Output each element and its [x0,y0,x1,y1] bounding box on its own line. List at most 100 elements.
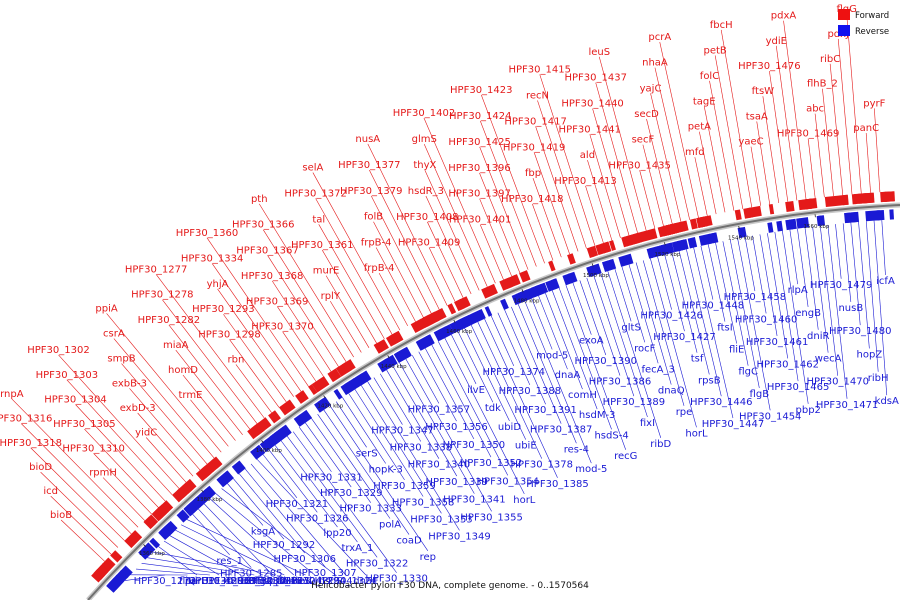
reverse-gene-block [223,470,234,482]
reverse-gene-label: HPF30_1460 [735,314,797,325]
reverse-gene-block [776,220,784,232]
reverse-label-connector [490,315,515,366]
forward-gene-label: HPF30_1437 [564,73,626,84]
reverse-label-connector [418,351,457,422]
forward-label-connector [481,94,545,264]
forward-gene-label: rbn [228,354,245,365]
reverse-gene-label: nusB [838,303,863,314]
reverse-gene-label: HPF30_1446 [690,397,752,408]
reverse-gene-label: ilvE [467,385,485,396]
forward-gene-label: rpmH [89,468,117,479]
reverse-label-connector [600,273,648,418]
reverse-gene-label: HPF30_1359 [373,481,435,492]
forward-label-connector [425,195,472,295]
scale-tick-label: 1460 kbp [446,329,472,335]
reverse-gene-block [119,565,133,579]
reverse-gene-block [293,414,306,427]
forward-gene-label: abc [806,104,824,115]
forward-gene-label: HPF30_1303 [36,370,98,381]
forward-gene-label: panC [853,123,879,134]
forward-gene-block [423,315,433,327]
forward-gene-label: HPF30_1409 [398,238,460,249]
reverse-label-connector [169,535,242,576]
reverse-gene-block [164,520,178,534]
reverse-label-connector [379,373,422,442]
forward-gene-label: frpB-4 [361,237,392,248]
reverse-label-connector [881,220,886,276]
forward-gene-block [341,359,356,373]
reverse-label-connector [767,233,789,359]
forward-label-connector [182,374,236,441]
reverse-label-connector [517,303,577,444]
reverse-gene-label: tdk [485,403,501,414]
reverse-label-connector [360,385,442,514]
reverse-label-connector [707,244,726,322]
reverse-label-connector [700,245,714,300]
reverse-label-connector [722,241,749,366]
reverse-label-connector [464,328,510,421]
forward-gene-label: nhaA [642,58,668,69]
forward-label-connector [40,471,119,548]
reverse-label-connector [292,431,397,573]
forward-label-connector [145,437,187,483]
reverse-gene-label: fixI [640,418,655,429]
forward-gene-block [256,417,272,432]
forward-label-connector [271,280,332,372]
forward-gene-label: HPF30_1278 [131,290,193,301]
forward-label-connector [190,399,229,447]
forward-gene-label: HPF30_1368 [241,271,303,282]
forward-gene-label: HPF30_1361 [291,240,353,251]
reverse-gene-label: HPF30_1470 [806,377,868,388]
forward-gene-label: HPF30_1379 [340,186,402,197]
forward-gene-label: secF [632,135,655,146]
reverse-label-connector [141,563,233,576]
forward-gene-block [841,194,849,206]
forward-label-connector [330,300,362,353]
reverse-gene-block [384,354,398,369]
reverse-gene-label: res_1 [216,556,243,567]
reverse-label-connector [348,393,405,481]
forward-gene-label: glmS [412,134,437,145]
reverse-gene-block [646,248,654,259]
forward-gene-label: HPF30_1377 [338,160,400,171]
scale-ticks: 1360 kbp 1380 kbp 1400 kbp 1420 kbp 1440 kbp… [139,214,830,557]
forward-label-connector [423,117,496,284]
forward-gene-block [665,222,679,236]
forward-label-connector [865,132,871,193]
reverse-label-connector [451,334,477,384]
forward-gene-label: HPF30_1316 [0,414,52,425]
reverse-label-connector [256,459,367,576]
reverse-gene-label: hsdS-4 [594,430,628,441]
forward-gene-block [481,283,498,299]
scale-tick-mark [387,355,390,359]
reverse-label-connector [424,348,475,440]
forward-gene-block [641,228,658,242]
reverse-gene-label: HPF30_1385 [526,479,588,490]
reverse-gene-label: sppA [264,576,289,587]
reverse-gene-block [687,237,698,249]
reverse-label-connector [238,473,306,554]
forward-label-connector [709,80,735,211]
forward-gene-block [210,456,223,469]
reverse-label-connector [386,369,440,459]
scale-tick-mark [664,242,666,246]
forward-label-connector [532,178,562,258]
scale-tick-label: 1480 kbp [514,298,540,304]
forward-gene-block [519,270,531,283]
reverse-gene-label: HPF30_1471 [816,400,878,411]
forward-gene-label: HPF30_1415 [509,64,571,75]
forward-label-connector [423,143,488,287]
reverse-gene-label: HPF30_1356 [425,422,487,433]
forward-label-connector [211,263,302,392]
forward-label-connector [155,274,265,419]
forward-gene-label: folC [700,71,719,82]
forward-gene-label: HPF30_1435 [608,160,670,171]
forward-label-connector [217,288,294,397]
reverse-gene-label: rpe [676,407,693,418]
reverse-gene-block [526,284,543,300]
reverse-label-connector [392,366,458,477]
reverse-gene-label: pbp2 [796,405,821,416]
forward-gene-label: HPF30_1418 [501,194,563,205]
forward-gene-label: HPF30_1305 [53,419,115,430]
